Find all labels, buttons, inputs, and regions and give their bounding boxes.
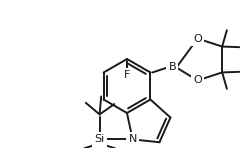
Text: N: N bbox=[128, 134, 137, 144]
Text: F: F bbox=[124, 70, 130, 80]
Text: Si: Si bbox=[95, 134, 105, 144]
Text: B: B bbox=[168, 62, 176, 73]
Text: O: O bbox=[193, 75, 202, 85]
Text: O: O bbox=[193, 34, 202, 44]
